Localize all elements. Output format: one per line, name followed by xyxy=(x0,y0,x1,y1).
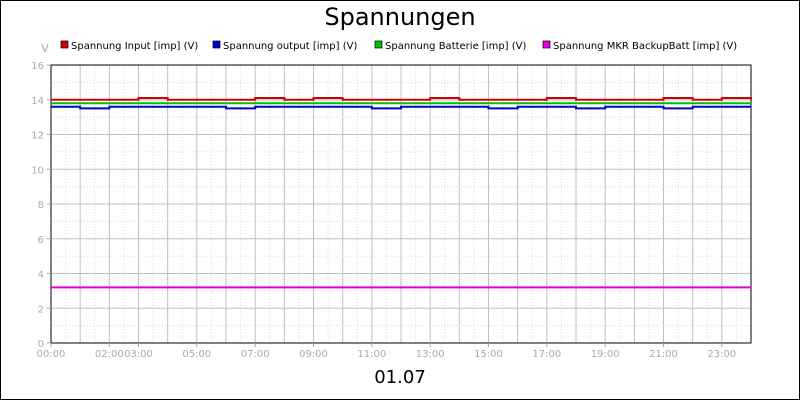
x-tick-label: 11:00 xyxy=(357,349,386,360)
x-tick-label: 03:00 xyxy=(124,349,153,360)
chart-title: Spannungen xyxy=(324,3,476,31)
series-lines xyxy=(51,97,752,289)
legend-swatch xyxy=(212,40,221,49)
x-tick-label: 21:00 xyxy=(649,349,678,360)
grid-lines xyxy=(51,65,751,343)
x-tick-label: 17:00 xyxy=(532,349,561,360)
x-tick-label: 07:00 xyxy=(241,349,270,360)
x-tick-label: 05:00 xyxy=(182,349,211,360)
legend-label: Spannung output [imp] (V) xyxy=(223,41,357,52)
x-tick-label: 13:00 xyxy=(416,349,445,360)
x-tick-label: 02:00 xyxy=(95,349,124,360)
legend-label: Spannung Batterie [imp] (V) xyxy=(385,41,526,52)
y-tick-label: 6 xyxy=(38,235,44,246)
legend-label: Spannung MKR BackupBatt [imp] (V) xyxy=(553,41,737,52)
y-axis-label: V xyxy=(41,42,49,55)
legend-swatch xyxy=(542,40,551,49)
y-tick-label: 16 xyxy=(31,61,44,72)
x-tick-label: 09:00 xyxy=(299,349,328,360)
x-axis-label: 01.07 xyxy=(374,367,426,388)
series-line xyxy=(51,97,752,101)
legend-label: Spannung Input [imp] (V) xyxy=(71,41,198,52)
x-tick-label: 19:00 xyxy=(591,349,620,360)
axes: 0 2 4 6 8 10 12 14 16 V 00:00 02:00 03:00 05:00 07:00 0… xyxy=(31,42,752,360)
x-tick-label: 23:00 xyxy=(707,349,736,360)
legend-swatch xyxy=(60,40,69,49)
y-tick-label: 8 xyxy=(38,200,44,211)
x-tick-label: 00:00 xyxy=(37,349,66,360)
series-line xyxy=(51,105,751,110)
y-tick-label: 4 xyxy=(38,270,44,281)
y-tick-label: 2 xyxy=(38,304,44,315)
legend-swatch xyxy=(374,40,383,49)
x-tick-label: 15:00 xyxy=(474,349,503,360)
y-tick-label: 0 xyxy=(38,339,44,350)
y-tick-label: 14 xyxy=(31,96,44,107)
legend: Spannung Input [imp] (V) Spannung output … xyxy=(60,40,737,52)
y-tick-label: 10 xyxy=(31,165,44,176)
y-tick-label: 12 xyxy=(31,131,44,142)
